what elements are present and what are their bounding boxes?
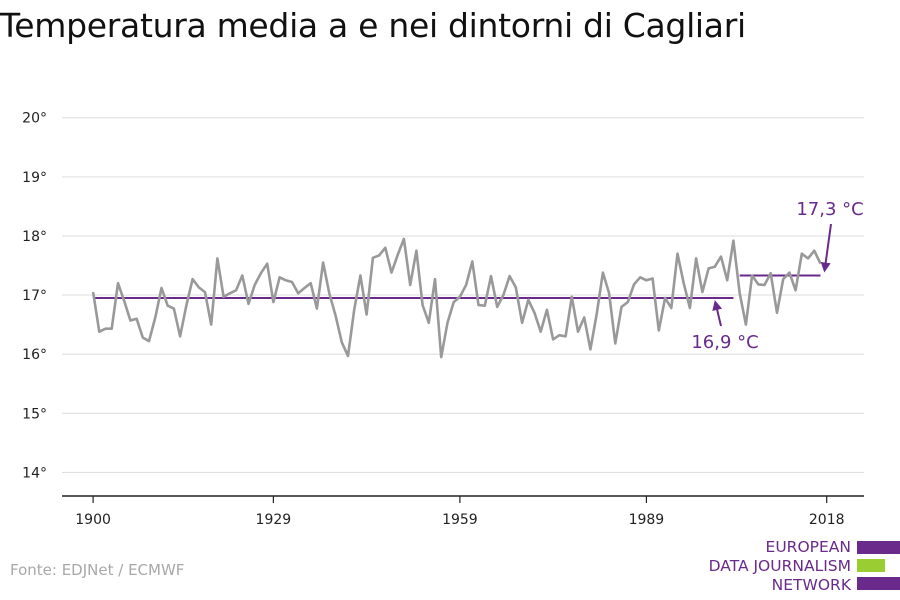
x-tick-label: 1989 <box>629 512 665 528</box>
temperature-series-line <box>91 237 822 359</box>
y-tick-label: 16° <box>22 347 47 363</box>
y-tick-label: 17° <box>22 288 47 304</box>
logo-line-1: EUROPEAN <box>765 538 851 556</box>
y-tick-label: 15° <box>22 406 47 422</box>
edjnet-logo: EUROPEAN DATA JOURNALISM NETWORK <box>690 538 900 598</box>
logo-bar-3 <box>857 577 900 590</box>
series-layer <box>91 237 822 359</box>
y-tick-label: 20° <box>22 111 47 127</box>
y-tick-label: 14° <box>22 465 47 481</box>
annotation-label-1: 16,9 °C <box>691 332 758 353</box>
x-axis <box>62 495 864 503</box>
annotation-arrow-1 <box>712 300 723 327</box>
annotation-arrow-2 <box>820 223 832 273</box>
y-tick-label: 18° <box>22 229 47 245</box>
x-tick-label: 1929 <box>256 512 292 528</box>
x-tick-label: 1900 <box>75 512 111 528</box>
x-tick-label: 1959 <box>442 512 478 528</box>
y-tick-label: 19° <box>22 170 47 186</box>
grid-lines <box>62 117 864 473</box>
annotations: 16,9 °C 17,3 °C <box>691 199 863 353</box>
x-tick-label: 2018 <box>809 512 845 528</box>
annotation-label-2: 17,3 °C <box>796 199 863 220</box>
logo-bar-1 <box>857 541 900 554</box>
logo-line-2: DATA JOURNALISM <box>708 557 851 575</box>
chart-title: Temperatura media a e nei dintorni di Ca… <box>0 6 746 45</box>
logo-bar-2 <box>857 559 885 572</box>
x-tick-labels: 1900 1929 1959 1989 2018 <box>75 512 844 528</box>
source-note: Fonte: EDJNet / ECMWF <box>10 561 185 579</box>
y-tick-labels: 14° 15° 16° 17° 18° 19° 20° <box>22 111 47 482</box>
logo-line-3: NETWORK <box>771 576 851 594</box>
